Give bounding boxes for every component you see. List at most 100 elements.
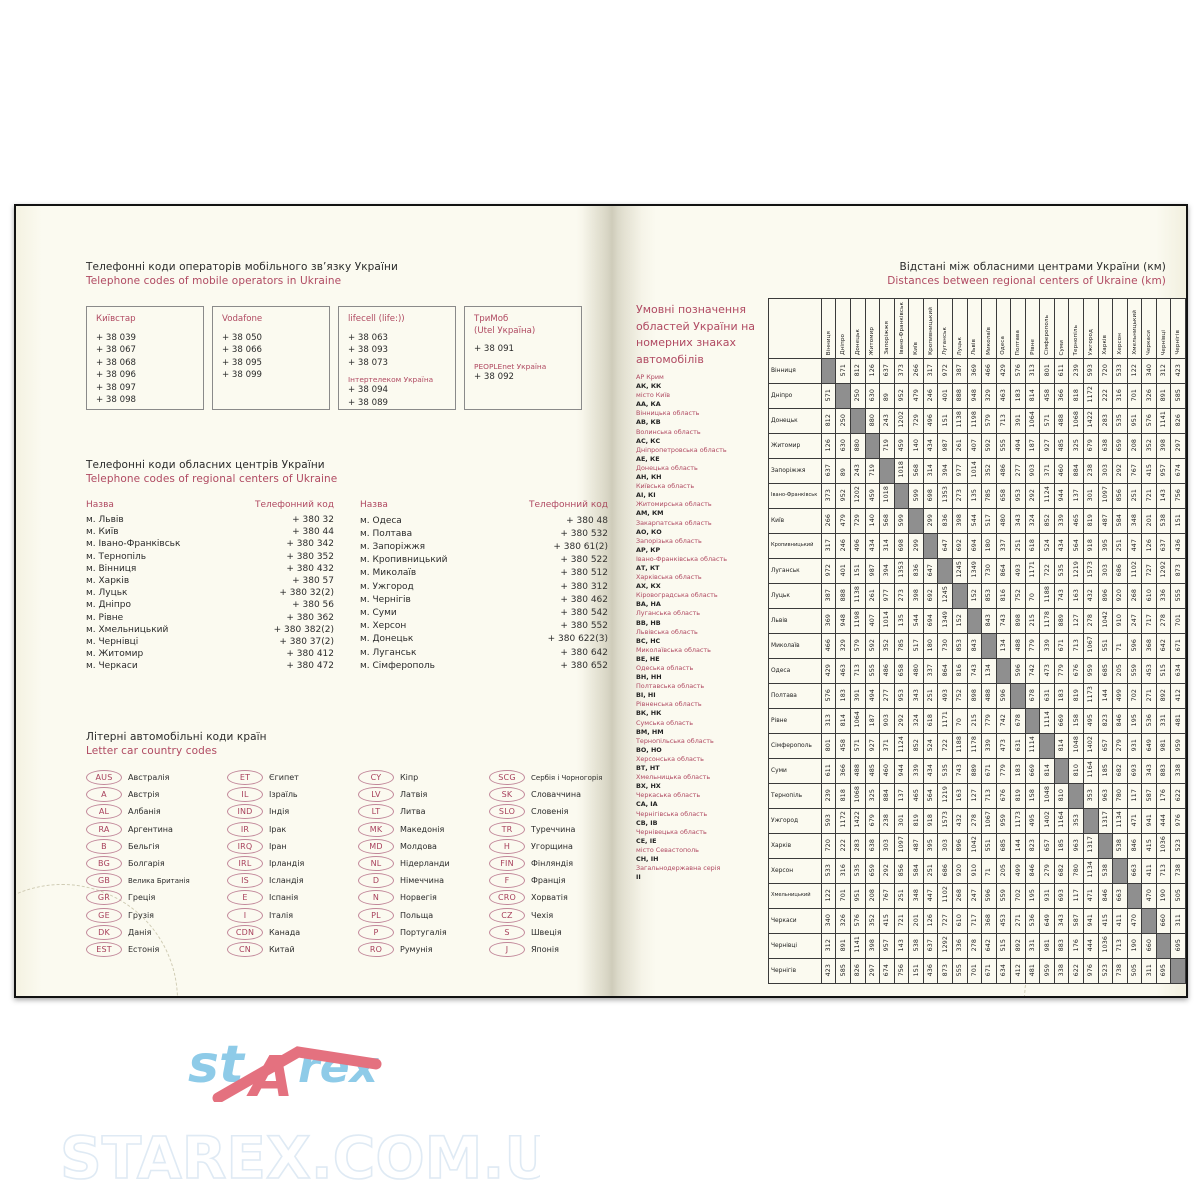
distance-cell: 460 — [879, 758, 895, 784]
distance-matrix: Вінниця Дніпро Донецьк Житомир Запоріжжя Іван… — [768, 298, 1186, 984]
distance-value: 596 — [1014, 664, 1022, 677]
legend-region-name: Чернівецька область — [636, 827, 707, 836]
legend-region-name: Житомирська область — [636, 500, 712, 509]
distance-value: 301 — [1087, 489, 1095, 502]
distance-value: 880 — [868, 414, 876, 427]
distance-cell: 953 — [893, 683, 910, 709]
distance-cell: 336 — [1155, 583, 1172, 609]
row-header-city: Львів — [768, 608, 822, 634]
distance-cell: 163 — [951, 783, 968, 809]
distance-value: 353 — [1072, 814, 1080, 827]
distance-value: 459 — [898, 439, 905, 452]
list-item: CY Кіпр — [358, 770, 480, 785]
city-phone-code: + 380 552 — [560, 621, 608, 632]
table-row: Ужгород 593 1172 1422 679 238 301 819 918 1573 432… — [768, 808, 1186, 834]
operator-name: Vodafone — [222, 314, 263, 324]
country-code-badge: IS — [227, 873, 263, 889]
table-row: м. Житомир + 380 412 — [86, 648, 334, 660]
table-row: Хмельницький 122 701 951 208 767 251 348 447 1102… — [768, 883, 1186, 909]
column-header-city: Ужгород — [1083, 298, 1099, 359]
distance-value: 398 — [956, 514, 964, 527]
distance-value: 473 — [1043, 664, 1051, 677]
column-header-label: Полтава — [1015, 329, 1021, 355]
distance-cell: 730 — [981, 558, 997, 584]
distance-cell: 122 — [1126, 358, 1143, 384]
distance-cell: 243 — [850, 458, 866, 484]
table-row: Полтава 576 183 391 494 277 953 343 251 493 752 898… — [768, 683, 1186, 709]
distance-cell: 676 — [995, 783, 1012, 809]
distance-value: 488 — [1014, 639, 1022, 652]
distance-value: 538 — [1116, 839, 1124, 852]
distance-cell: 660 — [1141, 933, 1157, 959]
distance-value: 117 — [1072, 889, 1080, 902]
legend-plate-code: АО, КО — [636, 527, 662, 536]
distance-cell: 273 — [951, 483, 968, 509]
distance-value: 544 — [970, 514, 978, 527]
distance-value: 180 — [985, 539, 993, 552]
table-row: м. Донецьк + 380 622(3) — [360, 633, 608, 646]
distance-value: 814 — [1029, 389, 1037, 402]
distance-value: 952 — [839, 489, 847, 502]
column-header-label: Чернігів — [1175, 330, 1182, 355]
distance-cell: 713 — [850, 658, 866, 684]
distance-value: 918 — [927, 814, 935, 827]
distance-cell: 701 — [1126, 383, 1143, 409]
distance-value: 429 — [999, 364, 1007, 377]
column-header-label: Харків — [1102, 335, 1109, 355]
distance-value: 1102 — [941, 885, 949, 903]
distance-cell: 339 — [981, 733, 997, 759]
country-codes-column: SCG Сербія і Чорногорія SK Словаччина SLO Сло… — [489, 770, 639, 957]
distances-title-uk: Відстані між обласними центрами України … — [899, 261, 1166, 273]
distance-cell: 695 — [1155, 958, 1172, 984]
distance-value: 444 — [1160, 814, 1168, 827]
distance-value: 398 — [868, 939, 876, 952]
distance-value: 618 — [1029, 539, 1037, 552]
distance-cell: 701 — [835, 883, 852, 909]
distance-value: 251 — [1131, 489, 1138, 502]
distance-cell: 250 — [835, 408, 852, 434]
distance-cell: 649 — [1141, 733, 1157, 759]
distance-cell: 398 — [864, 933, 881, 959]
distance-cell: 1202 — [850, 483, 866, 509]
distance-value: 412 — [1174, 689, 1182, 702]
city-phone-code: + 380 622(3) — [547, 634, 608, 645]
country-code-badge: E — [227, 890, 263, 906]
country-code-badge: TR — [489, 821, 525, 837]
distance-value: 238 — [1087, 464, 1095, 477]
distance-value: 366 — [1058, 389, 1066, 402]
distance-cell: 126 — [820, 433, 837, 459]
distance-value: 685 — [1101, 664, 1109, 677]
city-name: м. Чернівці — [86, 636, 139, 647]
table-header-row: Вінниця Дніпро Донецьк Житомир Запоріжжя Іван… — [768, 298, 1186, 359]
distance-value: 470 — [1131, 914, 1138, 927]
distance-value: 873 — [1174, 564, 1182, 577]
distance-value: 647 — [941, 539, 949, 552]
diagonal-cell — [995, 658, 1012, 684]
distance-cell: 891 — [1155, 383, 1172, 409]
city-phone-code: + 380 382(2) — [273, 624, 334, 635]
distance-value: 292 — [1029, 489, 1037, 502]
distance-value: 271 — [1014, 914, 1022, 927]
distance-value: 1064 — [1029, 410, 1037, 428]
distance-value: 266 — [912, 364, 920, 377]
distance-value: 371 — [1043, 464, 1051, 477]
distance-cell: 251 — [922, 858, 939, 884]
distance-cell: 713 — [1068, 633, 1085, 659]
distance-value: 1178 — [1043, 610, 1051, 628]
distance-cell: 222 — [835, 833, 852, 859]
distance-cell: 239 — [820, 783, 837, 809]
distance-value: 137 — [898, 789, 905, 802]
distance-cell: 387 — [820, 583, 837, 609]
table-row: Харків 720 222 283 638 303 1097 487 395 303 896 104… — [768, 833, 1186, 859]
column-header-label: Херсон — [1116, 333, 1123, 355]
distance-value: 515 — [1160, 664, 1168, 677]
distance-value: 453 — [1145, 664, 1153, 677]
distance-value: 1349 — [970, 560, 978, 578]
operator-code: + 38 099 — [222, 370, 263, 381]
city-name: м. Кропивницький — [360, 555, 448, 566]
distance-cell: 444 — [1155, 808, 1172, 834]
column-header-city: Запоріжжя — [879, 298, 895, 359]
distance-cell: 432 — [1083, 583, 1099, 609]
distance-value: 339 — [1058, 514, 1066, 527]
country-codes-column: CY Кіпр LV Латвія LT Литва MK Македонія MD Молдов… — [358, 770, 480, 957]
